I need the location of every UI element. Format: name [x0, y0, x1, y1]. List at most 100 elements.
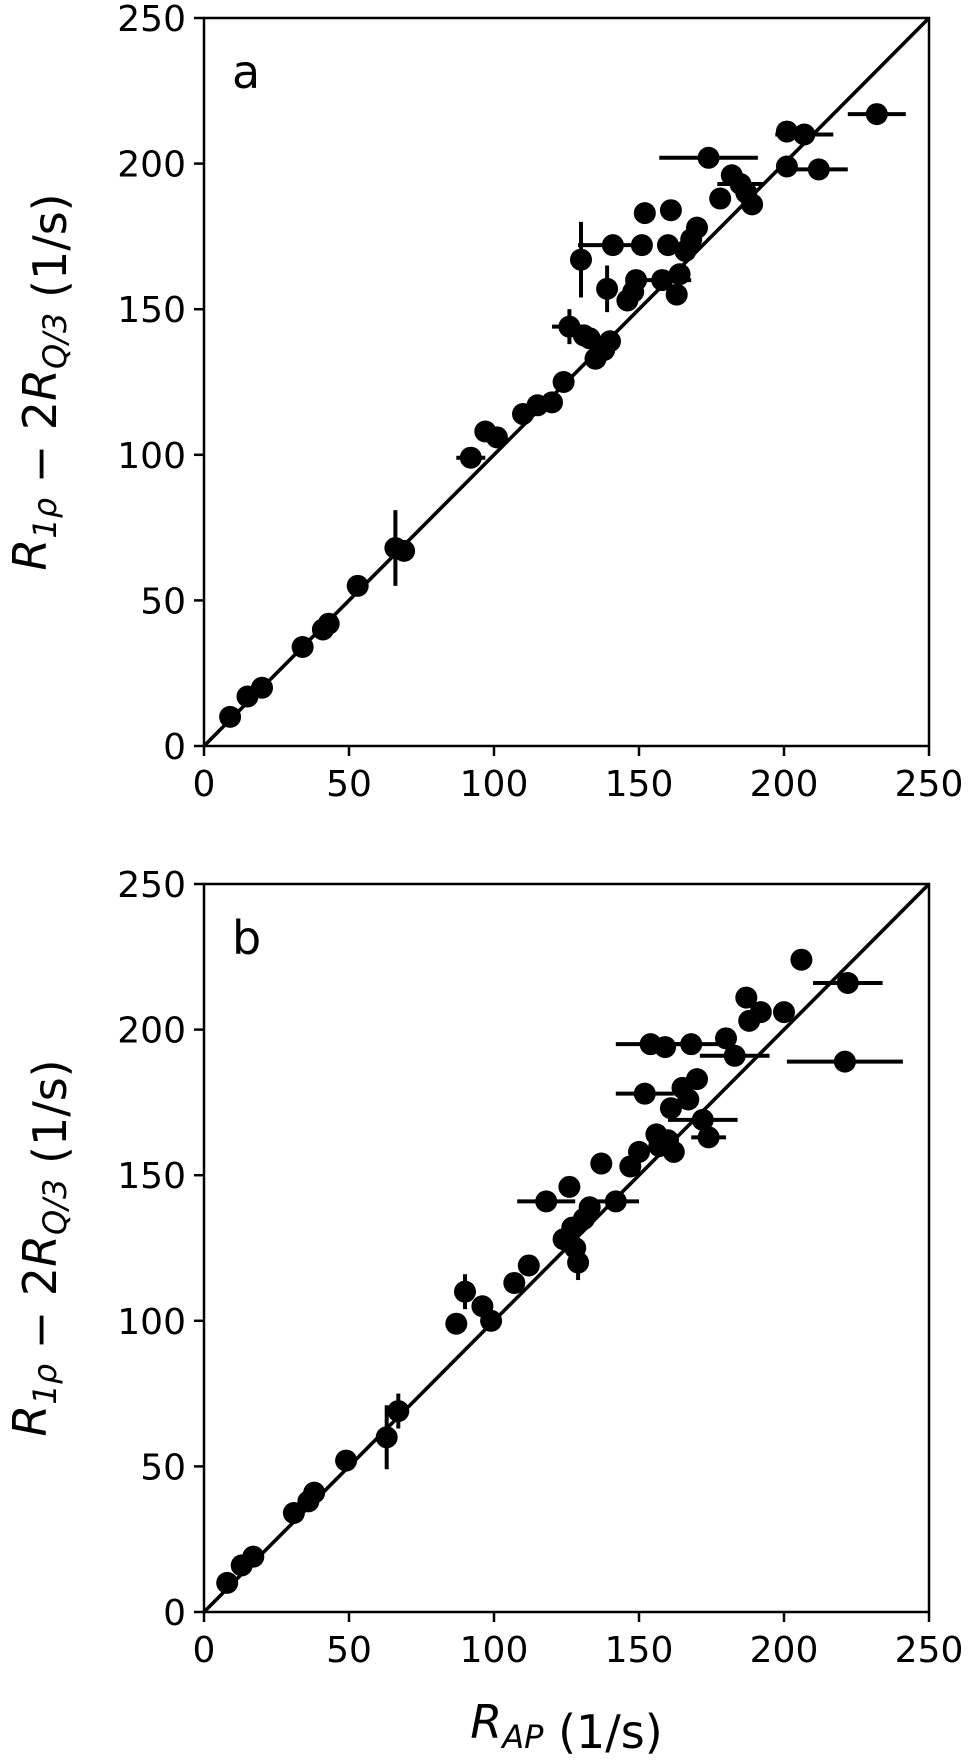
data-point: [570, 248, 592, 271]
x-tick-label: 0: [193, 1630, 216, 1671]
data-point: [291, 635, 314, 658]
y-tick-label: 250: [117, 865, 186, 906]
x-tick-label: 150: [605, 1630, 674, 1671]
data-point: [219, 705, 242, 728]
data-point: [741, 193, 764, 216]
data-point: [552, 371, 575, 393]
data-point: [749, 1001, 772, 1024]
x-tick-label: 50: [326, 1630, 372, 1671]
data-point: [662, 1140, 685, 1163]
data-point: [633, 1082, 656, 1105]
data-point: [567, 1251, 590, 1274]
y-tick-label: 50: [140, 581, 186, 622]
data-point: [686, 216, 708, 239]
data-point: [665, 283, 688, 306]
data-point: [596, 277, 619, 300]
data-point: [590, 1152, 613, 1175]
data-point: [773, 1001, 795, 1024]
data-point: [659, 1097, 682, 1120]
data-point: [503, 1271, 526, 1294]
data-point: [697, 1126, 720, 1149]
data-point: [715, 1027, 737, 1050]
data-point: [317, 612, 340, 635]
x-tick-label: 100: [460, 1630, 529, 1671]
x-tick-label: 0: [193, 764, 216, 805]
data-point: [793, 123, 816, 146]
data-point: [833, 1050, 856, 1073]
y-axis-title: R1ρ − 2RQ/3 (1/s): [3, 193, 77, 570]
y-tick-label: 100: [117, 436, 186, 477]
data-point: [558, 1175, 581, 1198]
y-tick-label: 0: [163, 1593, 186, 1634]
data-point: [251, 676, 273, 699]
data-point: [651, 269, 674, 292]
y-tick-label: 150: [117, 290, 186, 331]
data-point: [633, 202, 656, 225]
data-point: [459, 446, 482, 469]
data-point: [628, 1140, 650, 1163]
data-point: [393, 539, 416, 562]
x-tick-label: 150: [605, 764, 674, 805]
data-point: [604, 1190, 627, 1213]
data-point: [625, 269, 648, 292]
y-tick-label: 150: [117, 1156, 186, 1197]
data-point: [445, 1312, 468, 1335]
data-point: [599, 330, 621, 353]
data-point: [335, 1449, 358, 1472]
y-tick-label: 50: [140, 1447, 186, 1488]
y-tick-label: 200: [117, 1011, 186, 1052]
y-tick-label: 250: [117, 0, 186, 40]
panel-label: a: [232, 45, 260, 99]
data-point: [735, 986, 758, 1009]
x-tick-label: 250: [895, 764, 964, 805]
data-point: [775, 120, 798, 143]
data-point: [697, 146, 720, 169]
x-axis-title-text: RAP (1/s): [470, 1695, 662, 1759]
data-point: [346, 574, 369, 597]
x-tick-label: 200: [750, 764, 819, 805]
plot-frame: [202, 16, 931, 748]
panel-a: 0 50 100 150 200 250 0 50 100 150 200 250 a R1ρ − 2RQ…: [3, 0, 963, 805]
data-point: [601, 234, 624, 257]
x-axis-title: RAP (1/s): [470, 1695, 662, 1759]
panel-b: 0 50 100 150 200 250 0 50 100 150 200 250 b R1ρ − 2RQ…: [3, 865, 963, 1671]
data-point: [480, 1309, 503, 1332]
data-point: [691, 1108, 714, 1131]
data-point: [668, 263, 691, 286]
data-point: [709, 187, 732, 210]
data-point: [677, 1088, 700, 1111]
x-tick-label: 50: [326, 764, 372, 805]
y-axis-title: R1ρ − 2RQ/3 (1/s): [3, 1059, 77, 1436]
plot-frame: [202, 882, 931, 1614]
panel-label: b: [232, 911, 261, 965]
data-point: [807, 158, 830, 181]
data-point: [790, 948, 813, 971]
data-point: [387, 1400, 410, 1423]
data-point: [454, 1280, 476, 1303]
y-tick-label: 0: [163, 727, 186, 768]
data-point: [303, 1481, 326, 1504]
data-point: [680, 1033, 703, 1056]
x-tick-label: 250: [895, 1630, 964, 1671]
x-tick-label: 200: [750, 1630, 819, 1671]
data-point: [836, 972, 859, 995]
y-tick-label: 200: [117, 145, 186, 186]
data-point: [630, 234, 653, 257]
x-tick-label: 100: [460, 764, 529, 805]
data-point: [654, 1036, 677, 1059]
data-point: [541, 391, 563, 414]
data-point: [517, 1254, 540, 1277]
data-point: [775, 155, 798, 178]
data-point: [659, 199, 682, 222]
data-point: [485, 426, 508, 449]
y-tick-label: 100: [117, 1302, 186, 1343]
data-point: [686, 1068, 708, 1091]
data-point: [242, 1545, 265, 1568]
data-point: [216, 1571, 239, 1594]
data-point: [535, 1190, 558, 1213]
data-point: [375, 1426, 398, 1449]
data-point: [865, 103, 888, 126]
data-point: [578, 1196, 601, 1219]
data-point: [723, 1044, 746, 1067]
